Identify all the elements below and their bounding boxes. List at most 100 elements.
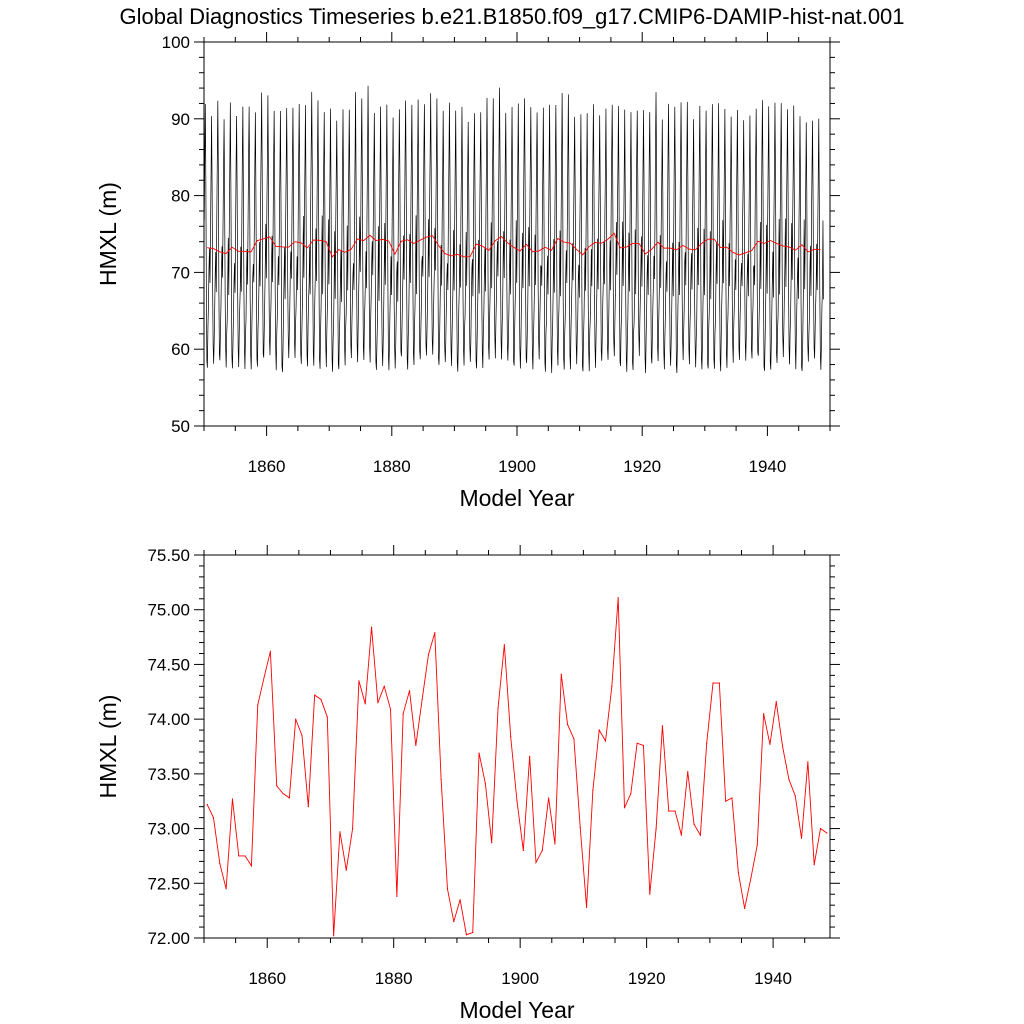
annual-mean-point	[497, 707, 499, 709]
annual-mean-point	[288, 797, 290, 799]
top-panel-plot-frame	[203, 41, 831, 427]
x-tick-label: 1880	[375, 969, 413, 988]
annual-mean-point	[737, 871, 739, 873]
annual-mean-point	[763, 713, 765, 715]
annual-mean-point	[440, 778, 442, 780]
annual-mean-point	[687, 771, 689, 773]
annual-mean-point	[592, 789, 594, 791]
annual-mean-point	[585, 906, 588, 908]
bottom-panel-data-points	[206, 597, 828, 937]
annual-mean-point	[712, 682, 714, 684]
annual-mean-point	[788, 778, 790, 780]
annual-mean-point	[244, 855, 246, 857]
annual-mean-point	[402, 713, 404, 715]
annual-mean-point	[661, 725, 664, 727]
top-panel-x-axis-label: Model Year	[459, 485, 574, 511]
annual-mean-point	[819, 827, 822, 830]
annual-mean-point	[339, 831, 341, 833]
top-panel-y-axis-label: HMXL (m)	[95, 182, 121, 286]
annual-mean-point	[516, 800, 518, 802]
top-panel-x-tick-labels: 1860 1880 1900 1920 1940	[248, 457, 787, 476]
annual-mean-point	[718, 682, 720, 684]
annual-mean-point	[453, 920, 455, 923]
annual-mean-point	[301, 734, 303, 737]
annual-mean-point	[212, 817, 215, 819]
annual-mean-point	[269, 650, 271, 652]
annual-mean-point	[427, 653, 430, 656]
annual-mean-point	[307, 806, 309, 808]
annual-mean-point	[623, 807, 626, 809]
x-tick-label: 1900	[501, 969, 539, 988]
x-tick-label: 1900	[498, 457, 536, 476]
annual-mean-point	[642, 744, 645, 747]
annual-mean-point	[295, 718, 297, 720]
y-tick-label: 50	[171, 417, 190, 436]
annual-mean-point	[314, 694, 316, 696]
annual-mean-point	[617, 597, 619, 599]
annual-mean-point	[250, 865, 253, 867]
bottom-panel-ticks	[194, 545, 840, 948]
y-tick-label: 90	[171, 110, 190, 129]
annual-mean-point	[446, 888, 449, 890]
bottom-panel: 72.00 72.50 73.00 73.50 74.00 74.50 75.00 75.50…	[95, 545, 840, 1023]
bottom-panel-y-axis-label: HMXL (m)	[95, 695, 121, 799]
annual-mean-point	[693, 823, 695, 825]
annual-mean-point	[345, 869, 347, 871]
y-tick-label: 75.50	[147, 546, 190, 565]
annual-mean-point	[775, 701, 777, 703]
annual-mean-point	[370, 626, 373, 628]
annual-mean-point	[769, 743, 771, 745]
annual-mean-point	[396, 895, 398, 898]
annual-mean-point	[541, 849, 543, 852]
bottom-panel-annual-mean-series-line	[206, 597, 828, 936]
annual-mean-point	[320, 698, 322, 701]
annual-mean-point	[636, 742, 638, 744]
y-tick-label: 74.50	[147, 655, 190, 674]
x-tick-label: 1940	[748, 457, 786, 476]
annual-mean-point	[472, 931, 474, 934]
annual-mean-point	[276, 785, 278, 787]
annual-mean-point	[598, 729, 600, 731]
annual-mean-point	[807, 761, 809, 763]
x-tick-label: 1940	[754, 969, 792, 988]
annual-mean-point	[333, 935, 335, 937]
annual-mean-point	[630, 792, 632, 795]
annual-mean-point	[219, 862, 221, 865]
bottom-panel-x-axis-label: Model Year	[459, 997, 574, 1023]
annual-mean-point	[756, 844, 758, 846]
annual-mean-point	[358, 680, 360, 682]
annual-mean-point	[263, 676, 265, 679]
annual-mean-point	[465, 934, 468, 936]
y-tick-label: 70	[171, 263, 190, 282]
top-panel-monthly-series-line	[203, 85, 824, 374]
annual-mean-point	[484, 783, 486, 785]
y-tick-label: 72.00	[147, 929, 190, 948]
top-panel-annual-mean-series-line	[207, 232, 821, 258]
y-tick-label: 60	[171, 340, 190, 359]
annual-mean-point	[781, 745, 784, 748]
annual-mean-point	[415, 744, 417, 747]
top-panel-y-tick-labels: 50 60 70 80 90 100	[162, 33, 190, 436]
y-tick-label: 100	[162, 33, 190, 52]
annual-mean-point	[725, 800, 727, 802]
x-tick-label: 1920	[628, 969, 666, 988]
annual-mean-point	[813, 864, 815, 866]
bottom-panel-y-tick-labels: 72.00 72.50 73.00 73.50 74.00 74.50 75.00 75.50	[147, 546, 190, 948]
annual-mean-point	[566, 724, 569, 726]
y-tick-label: 72.50	[147, 874, 190, 893]
top-panel-ticks	[194, 32, 840, 436]
x-tick-label: 1920	[623, 457, 661, 476]
annual-mean-point	[604, 740, 607, 742]
annual-mean-point	[364, 703, 366, 705]
annual-mean-point	[282, 792, 284, 795]
annual-mean-point	[383, 685, 385, 687]
annual-mean-point	[649, 893, 651, 895]
annual-mean-point	[206, 803, 208, 806]
x-tick-label: 1880	[373, 457, 411, 476]
annual-mean-point	[377, 702, 379, 704]
annual-mean-point	[706, 742, 708, 744]
annual-mean-point	[800, 837, 803, 840]
bottom-panel-plot-frame	[203, 554, 831, 939]
annual-mean-point	[503, 644, 505, 646]
